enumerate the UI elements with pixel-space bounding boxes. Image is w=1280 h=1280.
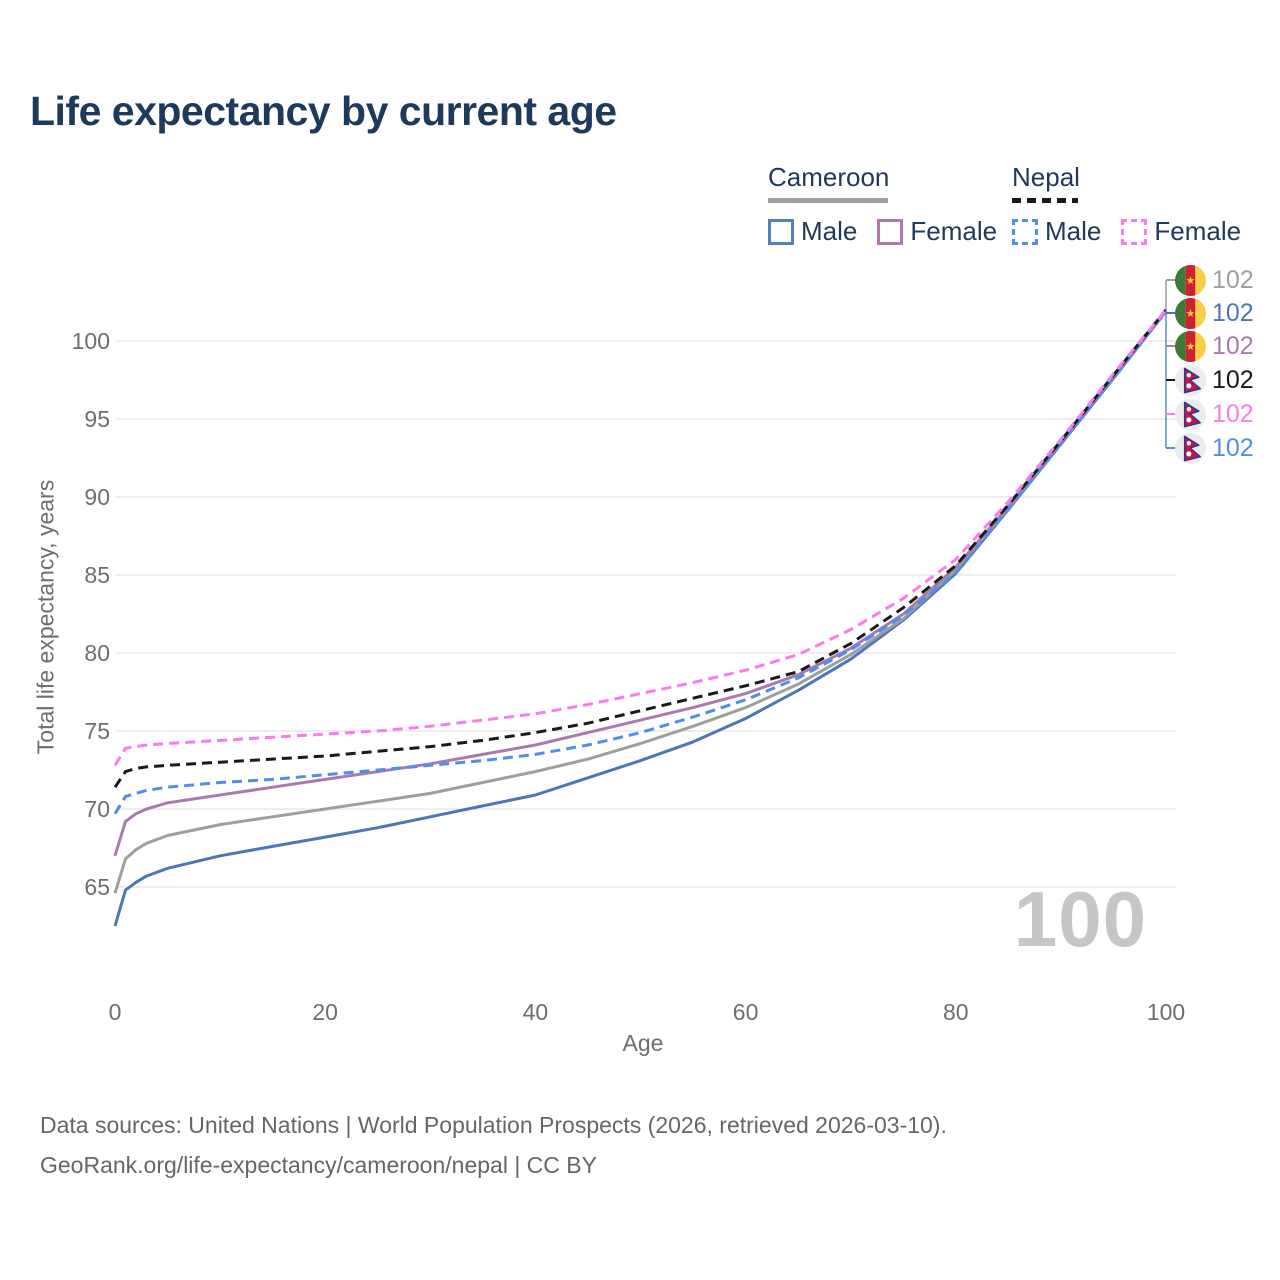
- nepal-flag-icon: [1175, 432, 1206, 464]
- x-tick-label-80: 80: [943, 999, 969, 1025]
- y-tick-label-85: 85: [84, 562, 110, 588]
- legend-label-nepal-female[interactable]: Female: [1154, 216, 1242, 246]
- x-tick-label-60: 60: [732, 999, 759, 1025]
- legend-group-cameroon: Cameroon Male Female: [768, 162, 997, 247]
- cameroon-flag-icon: [1175, 264, 1206, 296]
- legend-swatch-nepal-female[interactable]: [1121, 218, 1148, 245]
- end-label-nepal-all[interactable]: 102: [1175, 364, 1254, 396]
- end-value: 102: [1212, 399, 1254, 428]
- end-value: 102: [1212, 433, 1254, 462]
- age-counter-watermark: 100: [1013, 875, 1147, 963]
- x-axis-title: Age: [622, 1030, 664, 1056]
- x-tick-label-0: 0: [108, 999, 122, 1025]
- series-line-cameroon-all[interactable]: [113, 310, 1168, 894]
- legend-swatch-cameroon-male[interactable]: [768, 218, 794, 245]
- series-line-cameroon-male[interactable]: [113, 310, 1168, 927]
- y-tick-label-100: 100: [71, 328, 110, 354]
- x-axis-ticks: 0 20 40 60 80 100: [0, 999, 1280, 1029]
- end-value: 102: [1212, 331, 1254, 360]
- legend-swatch-cameroon-female[interactable]: [877, 218, 904, 245]
- y-tick-label-70: 70: [84, 796, 110, 822]
- end-label-cameroon-all[interactable]: 102: [1175, 264, 1254, 296]
- legend-label-cameroon-male[interactable]: Male: [801, 216, 858, 246]
- legend-swatch-nepal-male[interactable]: [1012, 218, 1038, 245]
- x-tick-label-20: 20: [312, 999, 338, 1025]
- series-line-nepal-female[interactable]: [113, 308, 1168, 767]
- legend-label-nepal-male[interactable]: Male: [1045, 216, 1102, 246]
- legend-country-cameroon[interactable]: Cameroon: [768, 162, 890, 192]
- end-value: 102: [1212, 265, 1254, 294]
- x-tick-label-40: 40: [522, 999, 549, 1025]
- cameroon-flag-icon: [1175, 330, 1206, 362]
- y-tick-label-80: 80: [84, 640, 110, 666]
- end-value: 102: [1212, 365, 1254, 394]
- y-tick-label-65: 65: [84, 874, 110, 900]
- legend-line-swatch-cameroon: [768, 198, 888, 203]
- legend-line-swatch-nepal: [1012, 198, 1078, 203]
- series-line-cameroon-female[interactable]: [113, 308, 1168, 857]
- legend-country-nepal[interactable]: Nepal: [1012, 162, 1080, 192]
- end-value: 102: [1212, 298, 1254, 327]
- y-tick-label-90: 90: [84, 484, 110, 510]
- nepal-flag-icon: [1175, 364, 1206, 396]
- end-label-cameroon-female[interactable]: 102: [1175, 330, 1254, 362]
- end-label-nepal-male[interactable]: 102: [1175, 432, 1254, 464]
- cameroon-flag-icon: [1175, 297, 1206, 329]
- legend-label-cameroon-female[interactable]: Female: [910, 216, 998, 246]
- series-line-nepal-all[interactable]: [113, 308, 1168, 789]
- y-tick-label-95: 95: [84, 406, 110, 432]
- attribution-link-text[interactable]: GeoRank.org/life-expectancy/cameroon/nep…: [40, 1152, 597, 1178]
- end-label-nepal-female[interactable]: 102: [1175, 398, 1254, 430]
- data-sources-text: Data sources: United Nations | World Pop…: [40, 1112, 947, 1138]
- end-label-cameroon-male[interactable]: 102: [1175, 297, 1254, 329]
- nepal-flag-icon: [1175, 398, 1206, 430]
- legend-group-nepal: Nepal Male Female: [1012, 162, 1241, 247]
- x-tick-label-100: 100: [1146, 999, 1186, 1025]
- page-title: Life expectancy by current age: [30, 88, 617, 134]
- y-tick-label-75: 75: [84, 718, 110, 744]
